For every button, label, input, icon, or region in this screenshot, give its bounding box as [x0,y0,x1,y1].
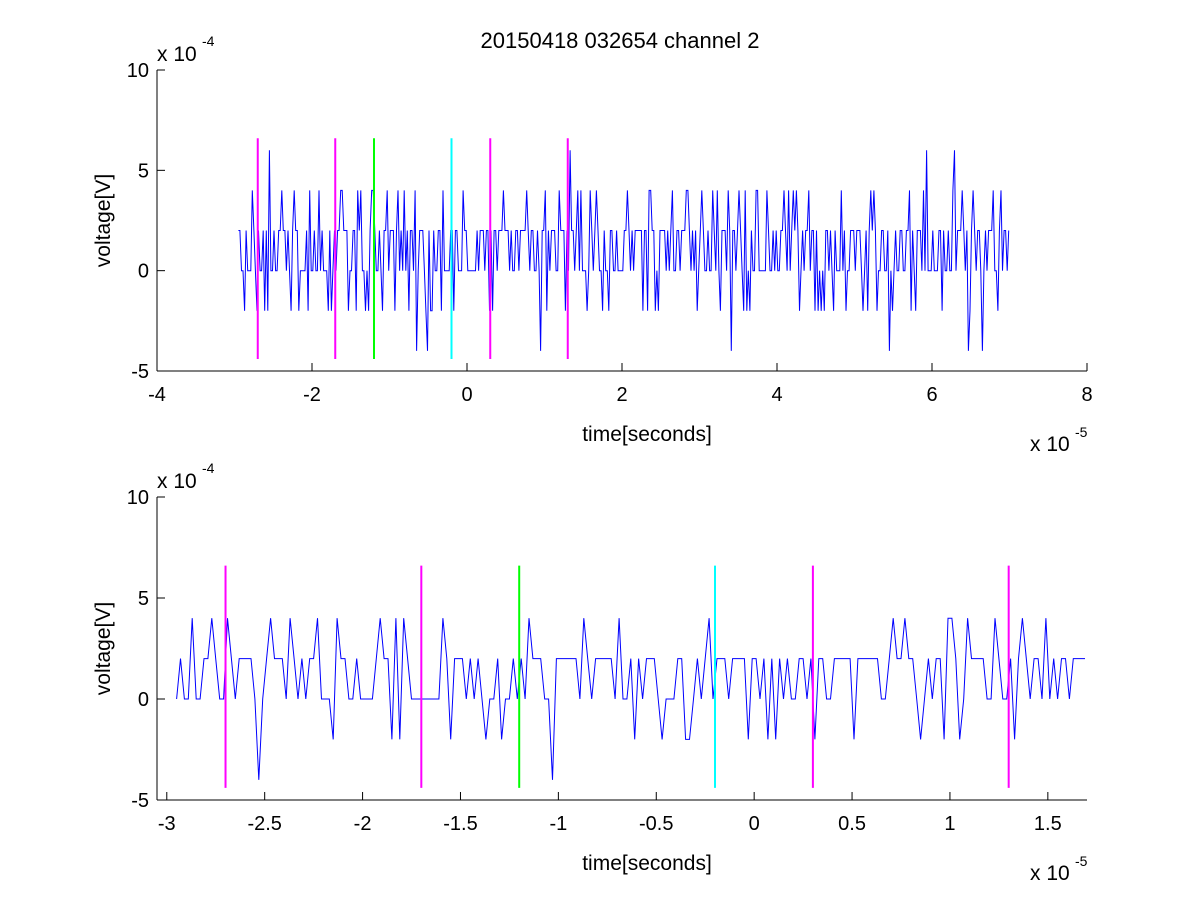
y-exponent: -4 [202,33,215,49]
x-tick-label: 6 [926,384,937,406]
x-tick-label: -2.5 [247,813,281,835]
x-tick-label: 1.5 [1034,813,1062,835]
x-tick-label: 2 [616,384,627,406]
y-tick-label: 5 [138,588,149,610]
y-exponent: -4 [202,460,215,476]
y-axis-label: voltage[V] [92,174,115,267]
x-tick-label: -4 [148,384,166,406]
y-tick-label: -5 [131,361,149,383]
x-tick-label: 8 [1081,384,1092,406]
y-tick-label: 5 [138,160,149,182]
y-tick-label: 0 [138,689,149,711]
x-tick-label: 4 [771,384,782,406]
x-exponent: -5 [1075,853,1088,869]
y-axis-label: voltage[V] [92,602,115,695]
x-tick-label: -2 [303,384,321,406]
x-tick-label: -2 [354,813,372,835]
x-tick-label: 0.5 [838,813,866,835]
x-tick-label: -1.5 [443,813,477,835]
y-tick-label: 10 [127,487,149,509]
y-exponent-label: x 10 [157,470,197,493]
y-exponent-label: x 10 [157,43,197,66]
x-exponent-label: x 10 [1030,862,1070,885]
y-tick-label: 0 [138,261,149,283]
figure-title: 20150418 032654 channel 2 [481,28,760,53]
x-axis-label: time[seconds] [582,852,712,875]
top-plot: -4 -2 0 2 4 6 8 -5 0 5 10 time[seconds] voltage[V] x … [92,33,1093,456]
voltage-series-line [238,150,1010,351]
y-tick-label: 10 [127,60,149,82]
x-tick-label: 0 [461,384,472,406]
y-tick-label: -5 [131,790,149,812]
x-tick-label: -3 [158,813,176,835]
x-tick-label: 1 [944,813,955,835]
x-tick-label: -0.5 [639,813,673,835]
x-tick-label: -1 [549,813,567,835]
x-exponent: -5 [1075,424,1088,440]
voltage-series-line [176,617,1085,780]
bottom-plot: -3 -2.5 -2 -1.5 -1 -0.5 0 0.5 1 1.5 -5 0 5 10 time[sec… [92,460,1088,885]
x-exponent-label: x 10 [1030,433,1070,456]
x-axis-label: time[seconds] [582,423,712,446]
x-tick-label: 0 [749,813,760,835]
